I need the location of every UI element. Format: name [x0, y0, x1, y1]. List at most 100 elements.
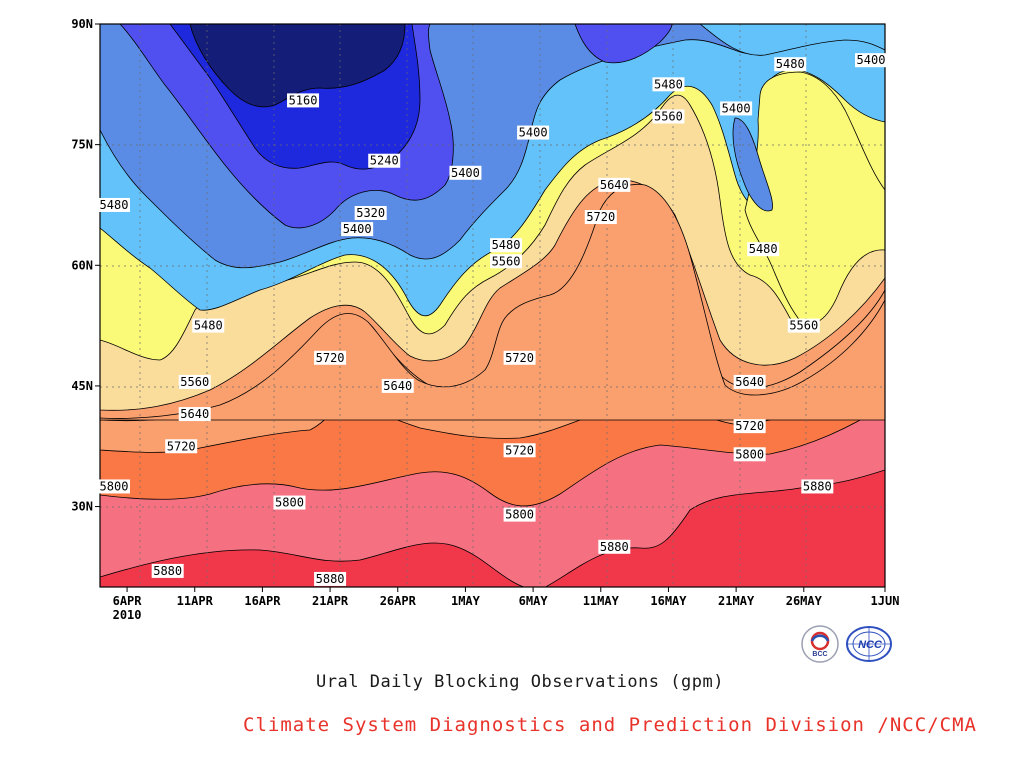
contour-label-bg: [98, 479, 130, 494]
contour-label-text: 5400: [519, 126, 548, 140]
contour-label-bg: [368, 153, 401, 168]
contour-label-bg: [503, 443, 536, 458]
contour-label-bg: [787, 318, 820, 333]
contour-label: 5800: [273, 495, 306, 510]
fill-lt5160: [189, 24, 406, 108]
y-tick-label: 60N: [71, 258, 93, 272]
contour-label-bg: [733, 447, 766, 462]
contour-label: 5720: [314, 350, 347, 365]
contour-label-bg: [598, 539, 631, 554]
contour-label: 5400: [341, 222, 374, 237]
contour-label-text: 5800: [275, 496, 304, 510]
contour-label: 5320: [354, 206, 387, 221]
x-tick-label: 26APR: [380, 594, 417, 608]
contour-label-text: 5880: [803, 479, 832, 493]
contour-label-bg: [503, 507, 536, 522]
contour-label: 5720: [584, 210, 617, 225]
bcc-logo: BCC: [801, 625, 839, 663]
chart-caption: Ural Daily Blocking Observations (gpm): [316, 672, 724, 692]
contour-label: 5640: [598, 177, 631, 192]
contour-label-text: 5480: [100, 198, 129, 212]
contour-label-bg: [341, 222, 374, 237]
fill-5640-mid: [100, 183, 885, 421]
contour-label-bg: [178, 407, 211, 422]
x-tick-label: 11MAY: [583, 594, 620, 608]
contour-label: 5720: [733, 419, 766, 434]
contour-label-text: 5400: [343, 222, 372, 236]
contour-label: 5240: [368, 153, 401, 168]
contour-label-bg: [381, 378, 414, 393]
contour-label-text: 5720: [505, 443, 534, 457]
contour-label: 5640: [178, 407, 211, 422]
axes: 6APR 11APR 16APR 21APR 26APR 1MAY 6MAY 11MAY 16M…: [71, 17, 899, 622]
contour-label-text: 5640: [383, 379, 412, 393]
contour-label-text: 5800: [100, 479, 129, 493]
contour-label: 5480: [652, 77, 685, 92]
contour-label-bg: [178, 374, 211, 389]
contour-label: 5400: [517, 126, 550, 140]
contour-label: 5880: [801, 479, 834, 494]
contour-label-bg: [584, 210, 617, 225]
contour-label-bg: [774, 57, 807, 72]
x-tick-label: 16MAY: [650, 594, 687, 608]
x-tick-label: 16APR: [244, 594, 281, 608]
contour-label-text: 5400: [722, 101, 751, 115]
contour-label-text: 5480: [492, 238, 521, 252]
contour-labels: 5160 5240 5320 5400 5400 5400 5400 5400 5480 5480…: [98, 53, 887, 586]
contour-label: 5400: [720, 101, 753, 116]
contour-label-text: 5480: [194, 319, 223, 333]
contour-label: 5560: [787, 318, 820, 333]
fill-5400-topright: [699, 24, 885, 56]
contour-label-bg: [192, 318, 225, 333]
y-tick-label: 75N: [71, 138, 93, 152]
contour-label: 5560: [490, 254, 523, 269]
contour-label: 5880: [314, 571, 347, 586]
y-tick-label: 30N: [71, 500, 93, 514]
contour-label-text: 5480: [654, 77, 683, 91]
contour-label-text: 5880: [153, 564, 182, 578]
credit-line: Climate System Diagnostics and Predictio…: [243, 714, 977, 736]
contour-chart: 6APR 11APR 16APR 21APR 26APR 1MAY 6MAY 11MAY 16M…: [71, 17, 899, 622]
contour-label-text: 5720: [167, 439, 196, 453]
contour-label-text: 5720: [316, 351, 345, 365]
contour-label: 5480: [192, 318, 225, 333]
contour-label: 5560: [178, 374, 211, 389]
contour-label-text: 5720: [505, 351, 534, 365]
x-tick-label: 6APR: [113, 594, 143, 608]
x-tick-label: 1JUN: [871, 594, 900, 608]
contour-label-bg: [354, 206, 387, 221]
fill-5480-right: [744, 71, 885, 325]
contour-label-bg: [314, 350, 347, 365]
plot-frame: [99, 23, 886, 588]
contour-label-bg: [652, 77, 685, 92]
contour-label-bg: [165, 439, 198, 454]
contour-label-text: 5800: [735, 447, 764, 461]
contour-label: 5400: [855, 53, 887, 68]
contour-label-text: 5160: [289, 93, 318, 107]
contour-label-text: 5320: [356, 206, 385, 220]
contour-label-text: 5640: [180, 407, 209, 421]
ncc-logo: NCC: [846, 626, 892, 662]
contour-label-text: 5480: [749, 242, 778, 256]
contour-label: 5880: [151, 563, 184, 578]
contour-label-bg: [287, 93, 320, 108]
contour-label: 5560: [652, 109, 685, 124]
x-tick-label: 21APR: [312, 594, 349, 608]
x-axis-year: 2010: [113, 608, 142, 622]
contour-label-text: 5880: [600, 540, 629, 554]
x-tick-label: 26MAY: [786, 594, 823, 608]
contour-label: 5800: [733, 447, 766, 462]
contour-label-text: 5720: [735, 419, 764, 433]
contour-label-text: 5240: [370, 154, 399, 168]
contour-label-text: 5880: [316, 572, 345, 586]
contour-label-bg: [490, 254, 523, 269]
contour-label-text: 5560: [789, 319, 818, 333]
x-tick-label: 21MAY: [718, 594, 755, 608]
contour-label-text: 5640: [600, 178, 629, 192]
x-tick-label: 11APR: [177, 594, 214, 608]
contour-label: 5400: [449, 165, 482, 180]
contour-label-text: 5560: [654, 109, 683, 123]
contour-label-text: 5560: [492, 254, 521, 268]
fill-5240-b: [574, 24, 673, 64]
contour-label-bg: [720, 101, 753, 116]
